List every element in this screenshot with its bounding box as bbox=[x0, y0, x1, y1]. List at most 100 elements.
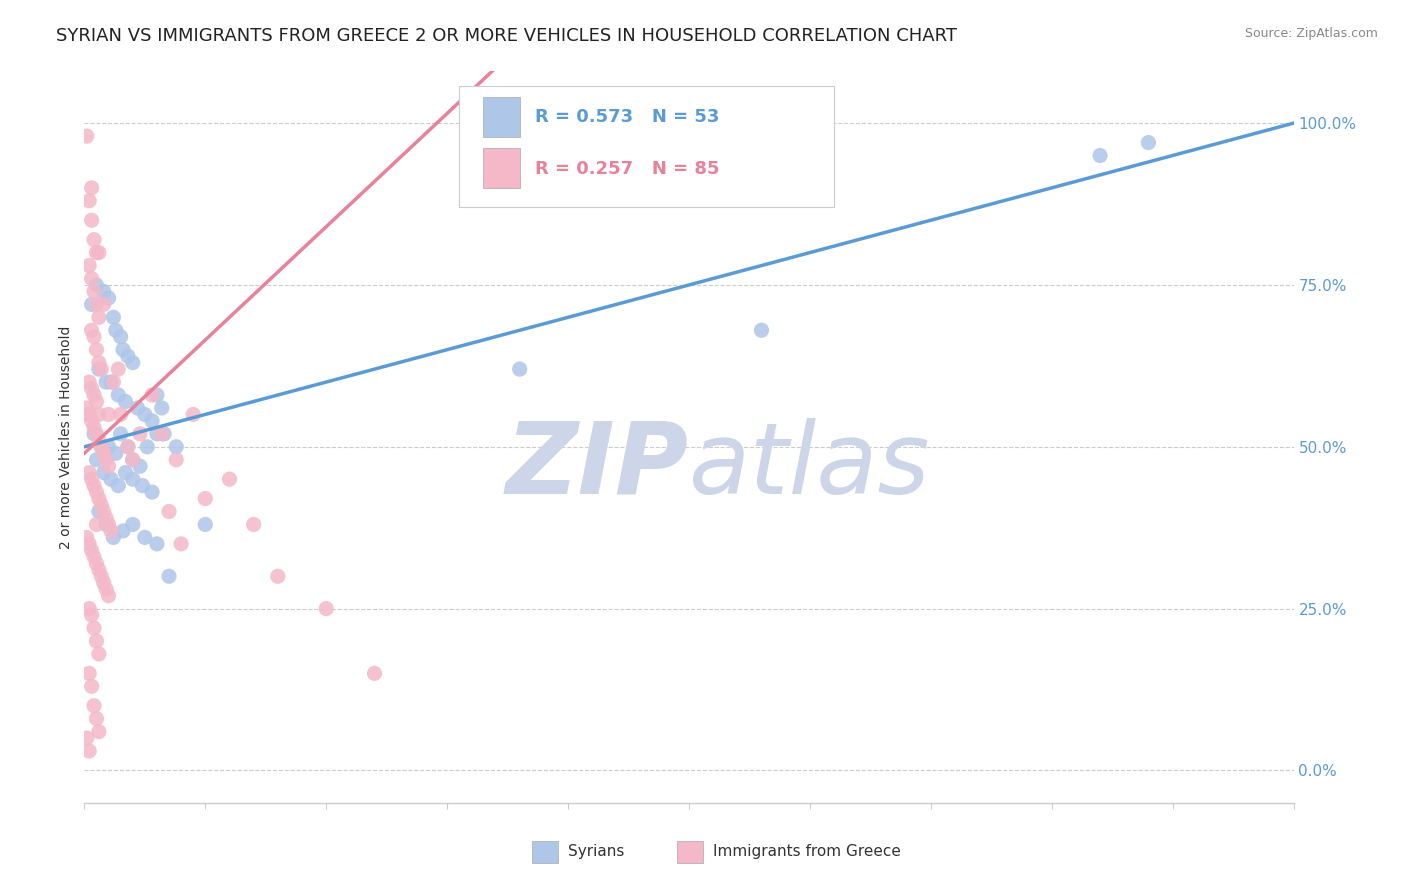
Point bbox=[141, 485, 163, 500]
Point bbox=[86, 712, 108, 726]
Point bbox=[141, 414, 163, 428]
Point bbox=[751, 323, 773, 337]
Text: ZIP: ZIP bbox=[506, 417, 689, 515]
Point bbox=[117, 349, 139, 363]
Point bbox=[315, 601, 337, 615]
Point bbox=[110, 426, 132, 441]
Point bbox=[93, 575, 115, 590]
Point bbox=[86, 297, 108, 311]
Point bbox=[107, 388, 129, 402]
Point bbox=[150, 401, 173, 415]
Point bbox=[90, 440, 112, 454]
Point bbox=[87, 724, 110, 739]
Point bbox=[90, 440, 112, 454]
Point bbox=[80, 472, 103, 486]
Point bbox=[80, 382, 103, 396]
Point bbox=[94, 517, 117, 532]
Point bbox=[104, 446, 127, 460]
Point bbox=[134, 408, 156, 422]
Text: atlas: atlas bbox=[689, 417, 931, 515]
Point bbox=[83, 478, 105, 492]
Point bbox=[131, 478, 153, 492]
Point bbox=[90, 362, 112, 376]
Point bbox=[121, 517, 143, 532]
Point bbox=[86, 245, 108, 260]
Point bbox=[80, 608, 103, 623]
Point bbox=[100, 524, 122, 538]
Point bbox=[117, 440, 139, 454]
Point bbox=[77, 537, 100, 551]
Point bbox=[77, 601, 100, 615]
Point bbox=[76, 401, 98, 415]
Text: R = 0.573   N = 53: R = 0.573 N = 53 bbox=[536, 108, 720, 126]
Point bbox=[94, 452, 117, 467]
Point bbox=[129, 459, 152, 474]
Point bbox=[83, 426, 105, 441]
Point bbox=[80, 679, 103, 693]
Point bbox=[363, 666, 385, 681]
Point bbox=[104, 323, 127, 337]
Point bbox=[157, 504, 180, 518]
Point bbox=[93, 285, 115, 299]
Y-axis label: 2 or more Vehicles in Household: 2 or more Vehicles in Household bbox=[59, 326, 73, 549]
Point bbox=[146, 426, 169, 441]
Point bbox=[117, 440, 139, 454]
Point bbox=[77, 666, 100, 681]
Point bbox=[86, 426, 108, 441]
Point bbox=[129, 426, 152, 441]
FancyBboxPatch shape bbox=[460, 86, 834, 207]
Point bbox=[194, 491, 217, 506]
Point bbox=[83, 233, 105, 247]
Point bbox=[83, 621, 105, 635]
Point bbox=[103, 310, 125, 325]
Point bbox=[77, 259, 100, 273]
Point bbox=[80, 543, 103, 558]
Point bbox=[80, 181, 103, 195]
Point bbox=[77, 744, 100, 758]
Point bbox=[94, 582, 117, 597]
Point bbox=[107, 362, 129, 376]
Bar bbox=[484, 97, 520, 137]
Point bbox=[100, 375, 122, 389]
Point bbox=[83, 420, 105, 434]
Point bbox=[97, 291, 120, 305]
Point bbox=[86, 394, 108, 409]
Point bbox=[94, 511, 117, 525]
Point bbox=[83, 549, 105, 564]
Point bbox=[90, 569, 112, 583]
Point bbox=[97, 408, 120, 422]
Point bbox=[80, 271, 103, 285]
Point bbox=[77, 466, 100, 480]
Point bbox=[94, 375, 117, 389]
Point bbox=[103, 530, 125, 544]
Point bbox=[87, 434, 110, 448]
Point bbox=[112, 343, 135, 357]
Point bbox=[194, 517, 217, 532]
Point bbox=[87, 504, 110, 518]
Point bbox=[146, 537, 169, 551]
Point bbox=[242, 517, 264, 532]
Point bbox=[86, 634, 108, 648]
Point bbox=[141, 388, 163, 402]
Point bbox=[80, 414, 103, 428]
Point bbox=[267, 569, 290, 583]
Point bbox=[83, 330, 105, 344]
Point bbox=[1088, 148, 1111, 162]
Point bbox=[157, 569, 180, 583]
Text: R = 0.257   N = 85: R = 0.257 N = 85 bbox=[536, 160, 720, 178]
Point bbox=[86, 485, 108, 500]
Point bbox=[80, 297, 103, 311]
Text: Source: ZipAtlas.com: Source: ZipAtlas.com bbox=[1244, 27, 1378, 40]
Point bbox=[97, 589, 120, 603]
Point bbox=[93, 504, 115, 518]
Point bbox=[77, 375, 100, 389]
Point bbox=[121, 356, 143, 370]
Text: Immigrants from Greece: Immigrants from Greece bbox=[713, 845, 901, 859]
Point bbox=[114, 394, 136, 409]
Point bbox=[509, 362, 531, 376]
Point bbox=[181, 408, 204, 422]
Point bbox=[165, 452, 187, 467]
Point bbox=[110, 330, 132, 344]
Point bbox=[127, 401, 149, 415]
Point bbox=[87, 245, 110, 260]
